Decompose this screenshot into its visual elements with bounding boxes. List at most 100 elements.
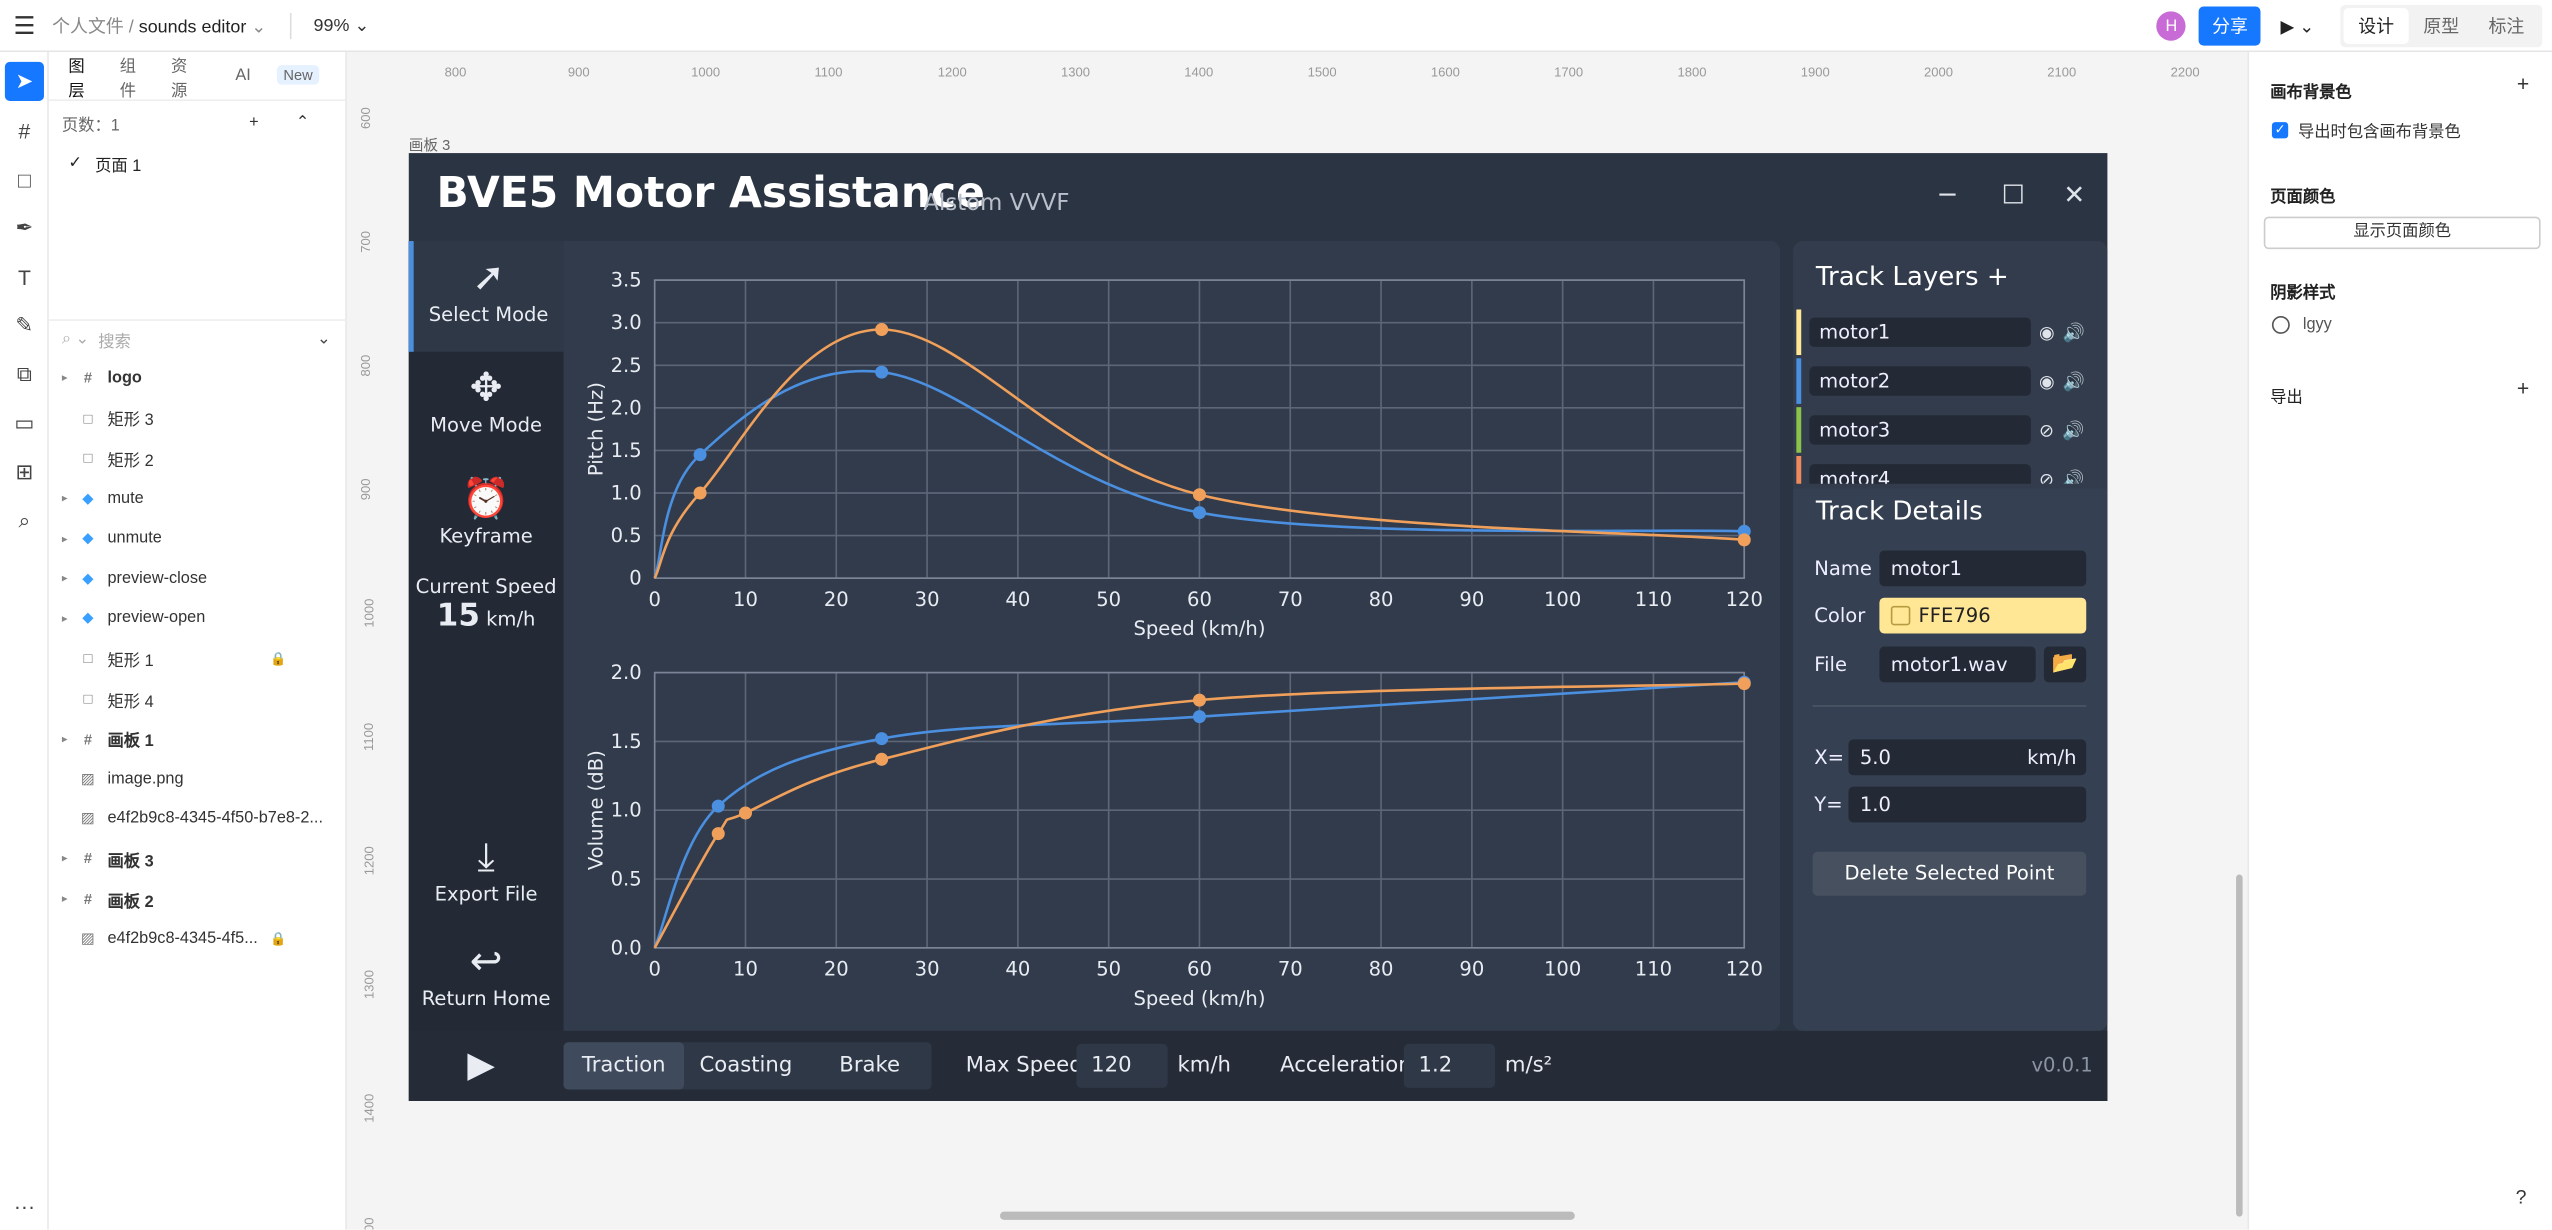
- control-point[interactable]: [875, 322, 889, 337]
- name-field[interactable]: motor1: [1879, 550, 2087, 587]
- move-tool-icon[interactable]: ➤: [4, 61, 44, 101]
- minimize-icon[interactable]: ─: [1939, 179, 1956, 211]
- layer-row[interactable]: ▨ image.png: [49, 759, 347, 799]
- export-file-button[interactable]: ⤓ Export File: [409, 834, 564, 906]
- track-name[interactable]: motor1: [1809, 317, 2031, 347]
- app-board[interactable]: BVE5 Motor Assistance Alstom VVVF ─ ☐ ✕ …: [408, 153, 2108, 1101]
- close-icon[interactable]: ✕: [2063, 179, 2086, 211]
- track-name[interactable]: motor4: [1809, 464, 2031, 484]
- layer-row[interactable]: ▸ # 画板 3: [49, 839, 347, 879]
- frame-tool-icon[interactable]: #: [18, 118, 31, 143]
- mode-brake[interactable]: Brake: [839, 1053, 901, 1079]
- shape-tool-icon[interactable]: □: [18, 166, 31, 192]
- control-point[interactable]: [693, 448, 707, 462]
- expand-caret-icon[interactable]: ▸: [61, 533, 68, 546]
- more-icon[interactable]: ···: [13, 1192, 36, 1218]
- curves-svg[interactable]: 0 10 20 30 40 50 60 70 80 90 100 110 12000.51.01.52.…: [563, 241, 1780, 1031]
- max-speed-input[interactable]: 120: [1076, 1043, 1168, 1088]
- tab-ai-label[interactable]: AI: [235, 66, 251, 85]
- control-point[interactable]: [738, 806, 753, 820]
- zoom-value[interactable]: 99%: [313, 16, 350, 36]
- layer-row[interactable]: ▨ e4f2b9c8-4345-4f5... 🔒: [49, 919, 347, 959]
- layer-row[interactable]: ▨ e4f2b9c8-4345-4f50-b7e8-2...: [49, 799, 347, 839]
- layer-row[interactable]: ▸ # logo: [49, 358, 347, 398]
- comment-tool-icon[interactable]: ▭: [14, 410, 35, 435]
- layer-row[interactable]: ▸ # 画板 1: [49, 719, 347, 759]
- breadcrumb-parent[interactable]: 个人文件 /: [52, 17, 134, 37]
- track-row[interactable]: motor2 ◉ 🔊: [1796, 358, 2099, 404]
- mode-coasting[interactable]: Coasting: [699, 1053, 793, 1079]
- control-point[interactable]: [1192, 710, 1206, 724]
- zoom-level[interactable]: 99% ⌄: [313, 16, 370, 36]
- color-field[interactable]: FFE796: [1879, 597, 2087, 634]
- track-row[interactable]: motor4 ⊘ 🔊: [1796, 456, 2099, 484]
- tab-ai[interactable]: AI New: [222, 65, 332, 85]
- expand-caret-icon[interactable]: ▸: [61, 493, 68, 505]
- eye-icon[interactable]: ◉: [2039, 370, 2055, 392]
- pen-tool-icon[interactable]: ✒: [15, 214, 34, 240]
- series-line[interactable]: [653, 680, 1745, 949]
- breadcrumb[interactable]: 个人文件 / sounds editor ⌄: [52, 12, 266, 38]
- return-home-button[interactable]: ↩ Return Home: [409, 938, 564, 1010]
- move-mode-button[interactable]: ✥ Move Mode: [409, 365, 564, 437]
- color-swatch[interactable]: [1890, 605, 1911, 626]
- plugins-icon[interactable]: ⊞: [15, 459, 34, 484]
- mode-design[interactable]: 设计: [2343, 8, 2409, 44]
- layer-row[interactable]: □ 矩形 4: [49, 679, 347, 719]
- help-icon[interactable]: ?: [2515, 1185, 2527, 1209]
- select-mode-button[interactable]: ➚ Select Mode: [408, 241, 564, 352]
- y-field[interactable]: 1.0: [1848, 786, 2087, 823]
- lock-icon[interactable]: 🔒: [270, 931, 287, 947]
- slice-tool-icon[interactable]: ⧉: [16, 361, 32, 386]
- add-bg-icon[interactable]: +: [2516, 71, 2530, 97]
- expand-caret-icon[interactable]: ▸: [61, 733, 68, 746]
- collapse-all-icon[interactable]: ⌄: [316, 330, 331, 349]
- lock-icon[interactable]: 🔒: [270, 651, 287, 667]
- checkbox-checked-icon[interactable]: ✓: [2271, 121, 2289, 138]
- control-point[interactable]: [875, 752, 889, 766]
- maximize-icon[interactable]: ☐: [2001, 179, 2025, 211]
- tab-components[interactable]: 组件: [119, 57, 137, 101]
- avatar[interactable]: H: [2156, 11, 2187, 41]
- expand-caret-icon[interactable]: ▸: [61, 373, 68, 385]
- keyframe-button[interactable]: ⏰ Keyframe: [409, 476, 564, 548]
- speaker-icon[interactable]: 🔊: [2062, 370, 2086, 392]
- layer-row[interactable]: ▸ ◆ preview-open: [49, 599, 347, 639]
- expand-caret-icon[interactable]: ▸: [61, 854, 68, 866]
- speaker-icon[interactable]: 🔊: [2062, 468, 2085, 484]
- control-point[interactable]: [1737, 533, 1751, 547]
- track-name[interactable]: motor3: [1809, 415, 2031, 445]
- eye-off-icon[interactable]: ⊘: [2039, 419, 2055, 441]
- layer-row[interactable]: □ 矩形 3: [49, 398, 347, 438]
- chevron-down-icon[interactable]: ⌄: [251, 17, 267, 37]
- layer-row[interactable]: □ 矩形 2: [49, 438, 347, 478]
- layer-search[interactable]: ⌕ ⌄ 搜索 ⌄: [48, 319, 347, 358]
- mode-prototype[interactable]: 原型: [2423, 17, 2460, 38]
- eye-icon[interactable]: ◉: [2039, 321, 2055, 343]
- expand-caret-icon[interactable]: ▸: [61, 613, 68, 626]
- horizontal-scrollbar[interactable]: [999, 1211, 1575, 1220]
- delete-point-button[interactable]: Delete Selected Point: [1812, 851, 2087, 896]
- add-page-icon[interactable]: + ⌃: [249, 113, 326, 132]
- speaker-icon[interactable]: 🔊: [2062, 321, 2086, 343]
- layer-row[interactable]: □ 矩形 1 🔒: [49, 639, 347, 679]
- pencil-tool-icon[interactable]: ✎: [15, 312, 34, 338]
- control-point[interactable]: [1192, 506, 1206, 520]
- page-item[interactable]: ✓ 页面 1: [49, 143, 345, 182]
- menu-icon[interactable]: ☰: [13, 12, 36, 40]
- track-list[interactable]: motor1 ◉ 🔊 motor2 ◉ 🔊 motor3 ⊘ 🔊 motor4 ⊘ 🔊: [1793, 309, 2107, 484]
- expand-caret-icon[interactable]: ▸: [61, 894, 68, 906]
- canvas[interactable]: 800 900 1000 1100 1200 1300 1400 1500 1600 1700 18…: [348, 52, 2248, 1230]
- eye-off-icon[interactable]: ⊘: [2039, 468, 2055, 484]
- control-point[interactable]: [875, 365, 889, 379]
- folder-open-icon[interactable]: 📂: [2043, 646, 2087, 683]
- add-track-icon[interactable]: +: [1986, 260, 2009, 292]
- track-name[interactable]: motor2: [1809, 366, 2031, 396]
- control-point[interactable]: [1737, 677, 1751, 691]
- present-play-icon[interactable]: ▶ ⌄: [2280, 17, 2315, 37]
- layer-row[interactable]: ▸ ◆ unmute: [49, 519, 347, 559]
- file-field[interactable]: motor1.wav: [1879, 646, 2036, 683]
- track-row[interactable]: motor3 ⊘ 🔊: [1796, 407, 2099, 453]
- control-point[interactable]: [1192, 488, 1206, 502]
- control-point[interactable]: [711, 827, 725, 841]
